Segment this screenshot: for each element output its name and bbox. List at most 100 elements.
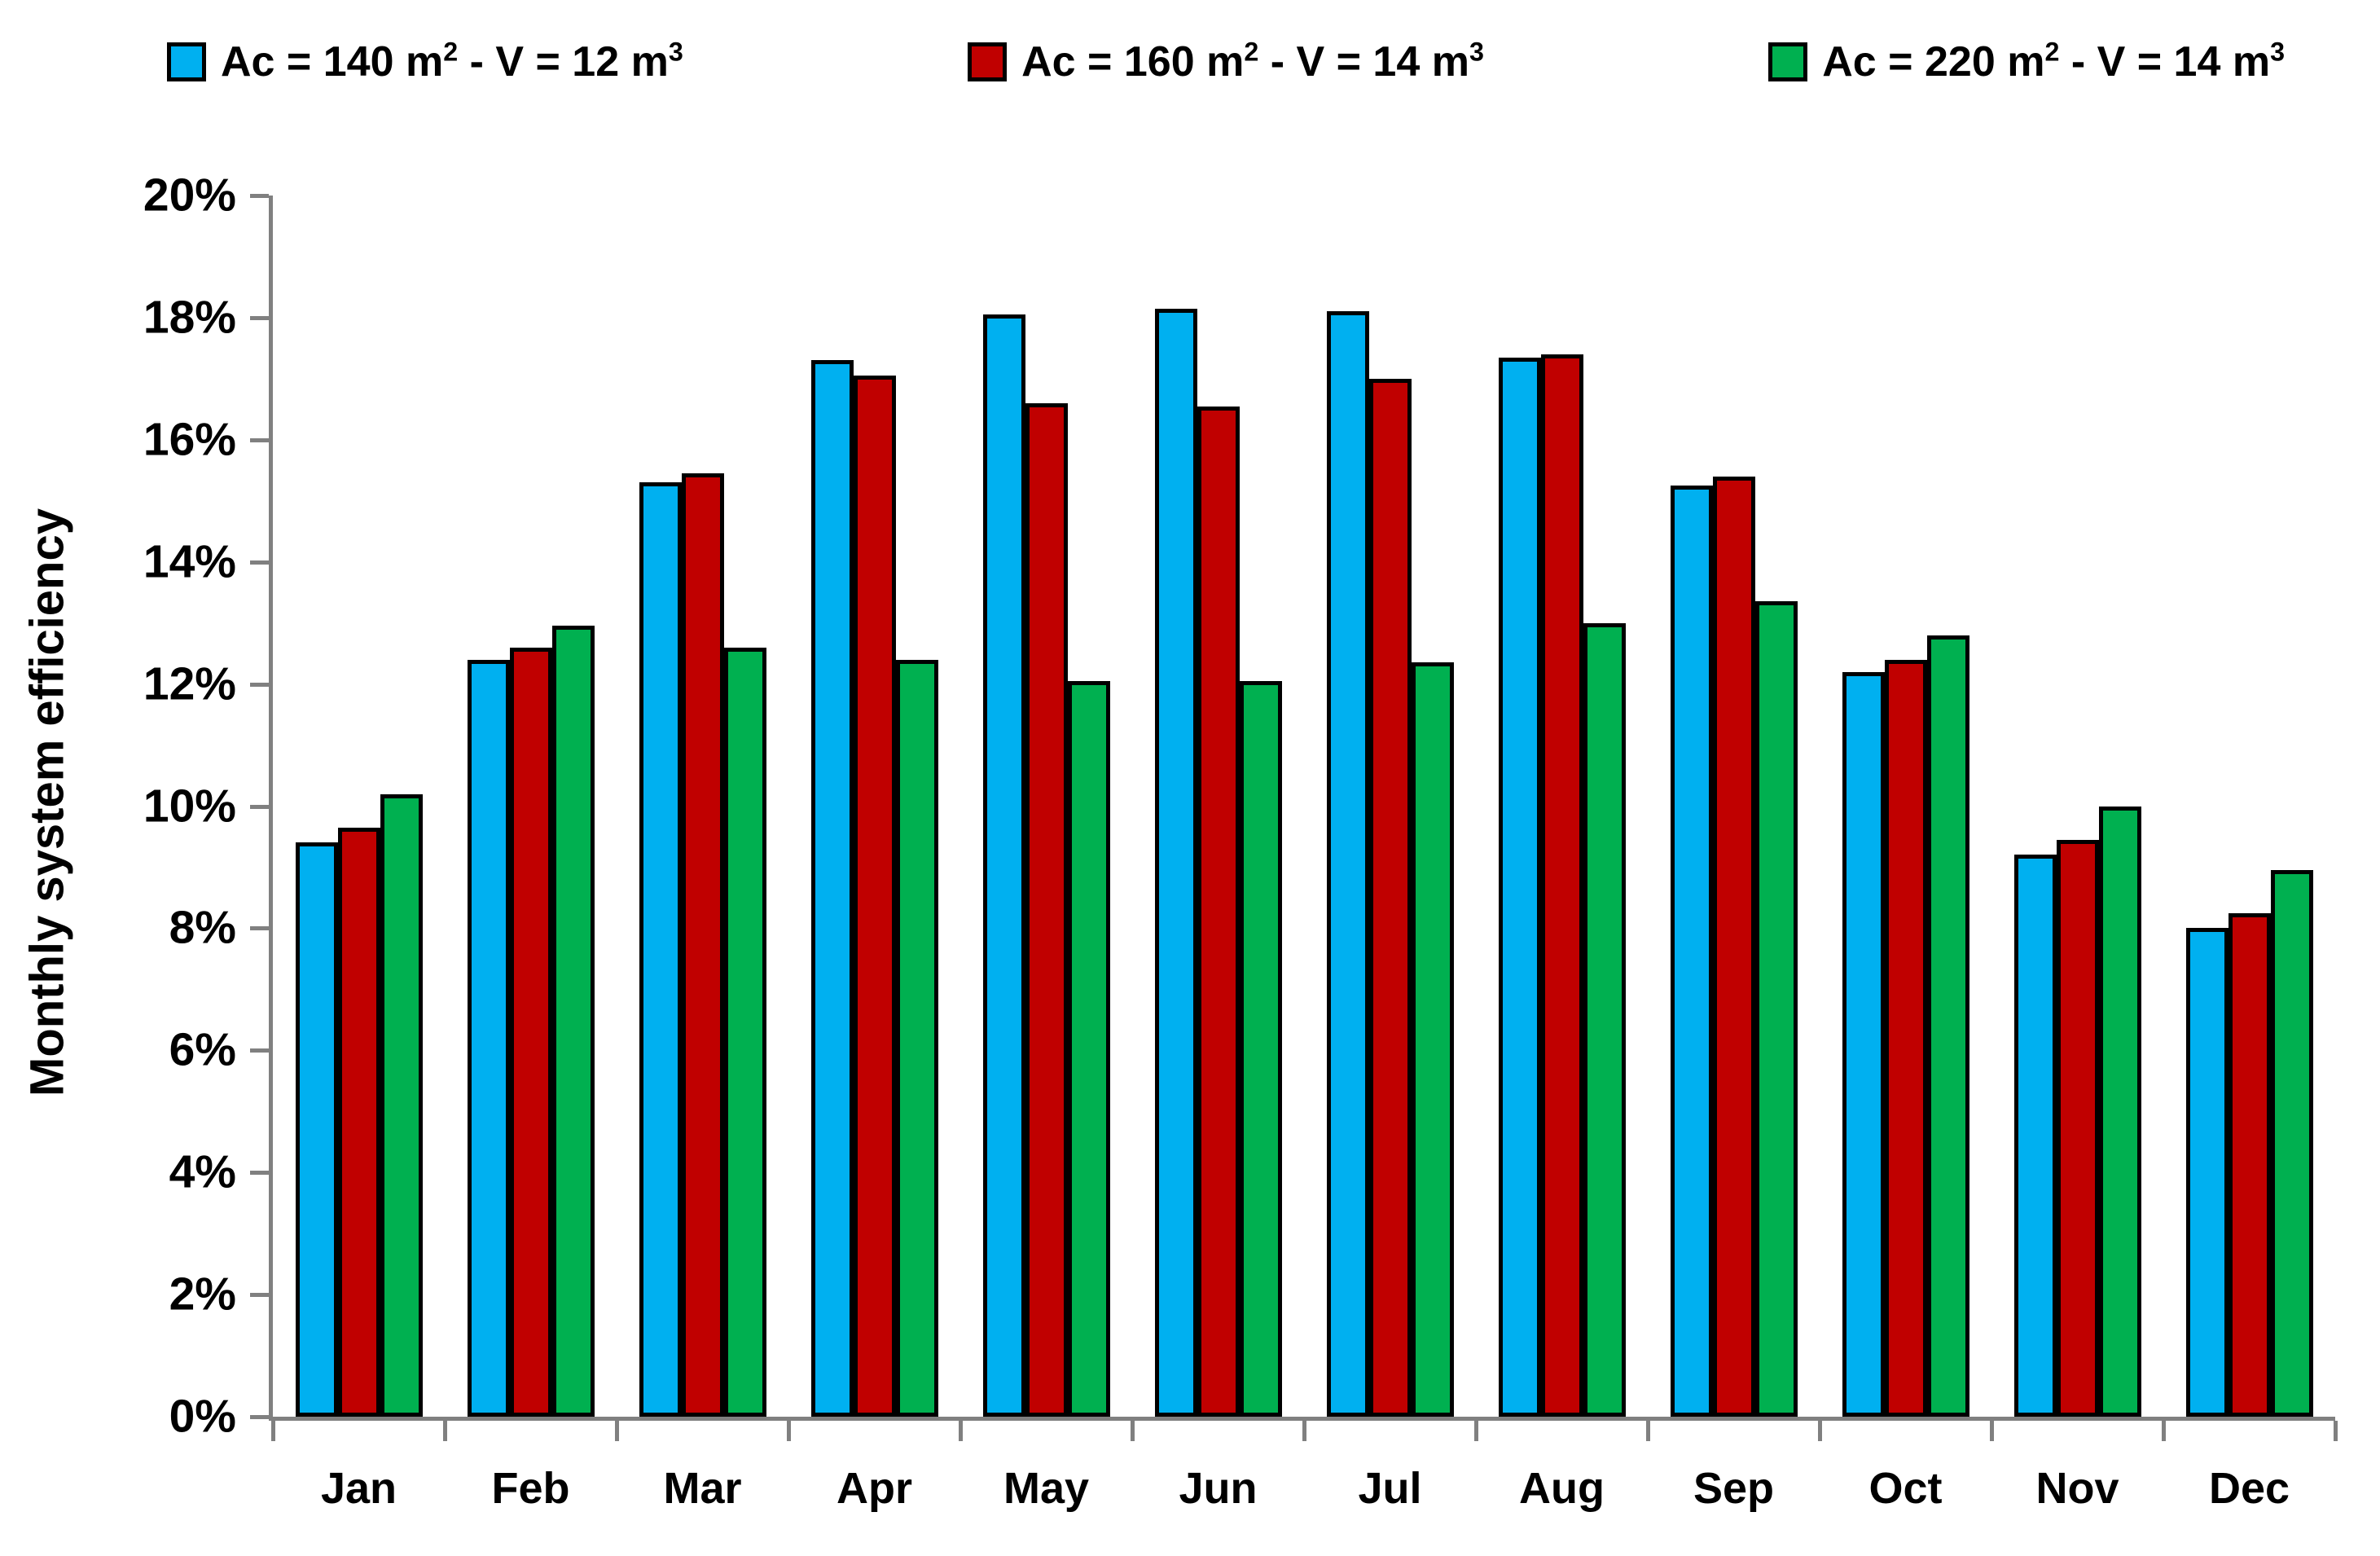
y-axis-tick bbox=[250, 560, 269, 565]
y-axis-tick bbox=[250, 1293, 269, 1298]
legend-swatch-icon bbox=[1768, 42, 1808, 81]
y-axis-tick bbox=[250, 804, 269, 809]
x-axis-label-jan: Jan bbox=[320, 1464, 397, 1513]
bar-group-may bbox=[960, 196, 1132, 1417]
y-tick-label-8pct: 8% bbox=[169, 901, 236, 954]
x-axis-tick bbox=[614, 1421, 619, 1441]
bar-series1-sep bbox=[1712, 476, 1755, 1417]
legend-item-2: Ac = 220 m2 - V = 14 m3 bbox=[1768, 37, 2285, 86]
y-axis-tick bbox=[250, 315, 269, 320]
y-tick-label-4pct: 4% bbox=[169, 1145, 236, 1198]
bar-series2-oct bbox=[1926, 635, 1969, 1417]
bar-series1-jul bbox=[1368, 378, 1412, 1417]
y-axis-tick bbox=[250, 194, 269, 198]
bar-group-aug bbox=[1476, 196, 1648, 1417]
bar-group-jan bbox=[273, 196, 445, 1417]
bar-series2-jul bbox=[1411, 662, 1454, 1417]
x-axis-tick bbox=[2161, 1421, 2166, 1441]
y-axis-tick bbox=[250, 437, 269, 442]
bar-series2-mar bbox=[723, 647, 766, 1417]
bar-series2-jun bbox=[1239, 680, 1282, 1417]
y-tick-label-12pct: 12% bbox=[143, 657, 236, 710]
bar-series2-nov bbox=[2098, 806, 2141, 1417]
bar-series0-jul bbox=[1326, 311, 1369, 1417]
bar-series1-may bbox=[1025, 402, 1068, 1417]
bar-series1-nov bbox=[2056, 839, 2099, 1417]
x-axis-label-jul: Jul bbox=[1358, 1464, 1422, 1513]
bar-series2-apr bbox=[895, 659, 938, 1417]
bar-series0-nov bbox=[2013, 855, 2057, 1417]
legend-label: Ac = 140 m2 - V = 12 m3 bbox=[221, 37, 683, 86]
bar-group-apr bbox=[788, 196, 960, 1417]
x-axis-label-sep: Sep bbox=[1693, 1464, 1775, 1513]
bar-series0-dec bbox=[2185, 928, 2229, 1417]
x-axis-tick bbox=[1989, 1421, 1994, 1441]
bar-series1-feb bbox=[509, 647, 552, 1417]
bar-group-nov bbox=[1991, 196, 2163, 1417]
y-tick-label-6pct: 6% bbox=[169, 1023, 236, 1076]
bar-series0-apr bbox=[810, 360, 854, 1417]
legend-swatch-icon bbox=[968, 42, 1008, 81]
chart-legend: Ac = 140 m2 - V = 12 m3 Ac = 160 m2 - V =… bbox=[167, 37, 2285, 86]
bar-series2-may bbox=[1067, 680, 1110, 1417]
x-axis-tick bbox=[1473, 1421, 1478, 1441]
bar-series2-jan bbox=[380, 793, 423, 1417]
legend-swatch-icon bbox=[167, 42, 206, 81]
bar-series2-dec bbox=[2270, 870, 2313, 1417]
bar-series0-jun bbox=[1154, 308, 1197, 1417]
bar-series1-apr bbox=[853, 376, 896, 1417]
bar-series0-aug bbox=[1498, 357, 1541, 1417]
bar-group-dec bbox=[2163, 196, 2335, 1417]
bar-series1-jun bbox=[1197, 406, 1240, 1417]
y-tick-label-0pct: 0% bbox=[169, 1390, 236, 1443]
bar-group-oct bbox=[1820, 196, 1991, 1417]
bar-series1-mar bbox=[681, 473, 724, 1417]
legend-label: Ac = 220 m2 - V = 14 m3 bbox=[1822, 37, 2285, 86]
bar-series1-jan bbox=[337, 827, 380, 1417]
y-axis-tick bbox=[250, 1415, 269, 1419]
legend-item-0: Ac = 140 m2 - V = 12 m3 bbox=[167, 37, 683, 86]
x-axis-label-mar: Mar bbox=[663, 1464, 742, 1513]
bar-group-jun bbox=[1132, 196, 1304, 1417]
bar-series2-sep bbox=[1754, 601, 1798, 1417]
y-tick-label-20pct: 20% bbox=[143, 169, 236, 222]
x-axis-label-nov: Nov bbox=[2035, 1464, 2119, 1513]
x-axis-tick bbox=[270, 1421, 275, 1441]
x-axis-label-jun: Jun bbox=[1179, 1464, 1258, 1513]
bar-series1-oct bbox=[1884, 659, 1927, 1417]
bar-group-jul bbox=[1304, 196, 1476, 1417]
bar-series0-oct bbox=[1842, 671, 1885, 1417]
bar-group-feb bbox=[445, 196, 617, 1417]
y-tick-label-14pct: 14% bbox=[143, 535, 236, 588]
x-axis-label-apr: Apr bbox=[837, 1464, 912, 1513]
x-axis-label-oct: Oct bbox=[1868, 1464, 1943, 1513]
bar-series0-jan bbox=[295, 842, 338, 1417]
bar-series0-may bbox=[982, 314, 1025, 1417]
bar-group-sep bbox=[1648, 196, 1820, 1417]
x-axis-tick bbox=[1130, 1421, 1135, 1441]
bar-series0-sep bbox=[1670, 486, 1713, 1417]
x-axis-label-aug: Aug bbox=[1519, 1464, 1605, 1513]
bar-series0-mar bbox=[639, 482, 682, 1417]
x-axis-tick bbox=[1302, 1421, 1306, 1441]
x-axis-label-may: May bbox=[1003, 1464, 1090, 1513]
x-axis-tick bbox=[786, 1421, 791, 1441]
legend-item-1: Ac = 160 m2 - V = 14 m3 bbox=[968, 39, 1484, 83]
y-axis-tick bbox=[250, 1171, 269, 1176]
bar-group-mar bbox=[617, 196, 788, 1417]
bar-series2-feb bbox=[551, 626, 595, 1417]
bar-series1-dec bbox=[2228, 912, 2271, 1417]
y-tick-label-16pct: 16% bbox=[143, 413, 236, 466]
x-axis-tick bbox=[1645, 1421, 1650, 1441]
y-tick-label-18pct: 18% bbox=[143, 291, 236, 344]
bar-series1-aug bbox=[1540, 354, 1583, 1417]
x-axis-label-dec: Dec bbox=[2208, 1464, 2290, 1513]
x-axis-tick bbox=[958, 1421, 963, 1441]
y-tick-label-10pct: 10% bbox=[143, 780, 236, 832]
bar-series0-feb bbox=[467, 659, 510, 1417]
x-axis-label-feb: Feb bbox=[491, 1464, 570, 1513]
y-tick-label-2pct: 2% bbox=[169, 1268, 236, 1321]
y-axis-tick bbox=[250, 926, 269, 931]
x-axis-tick bbox=[442, 1421, 447, 1441]
